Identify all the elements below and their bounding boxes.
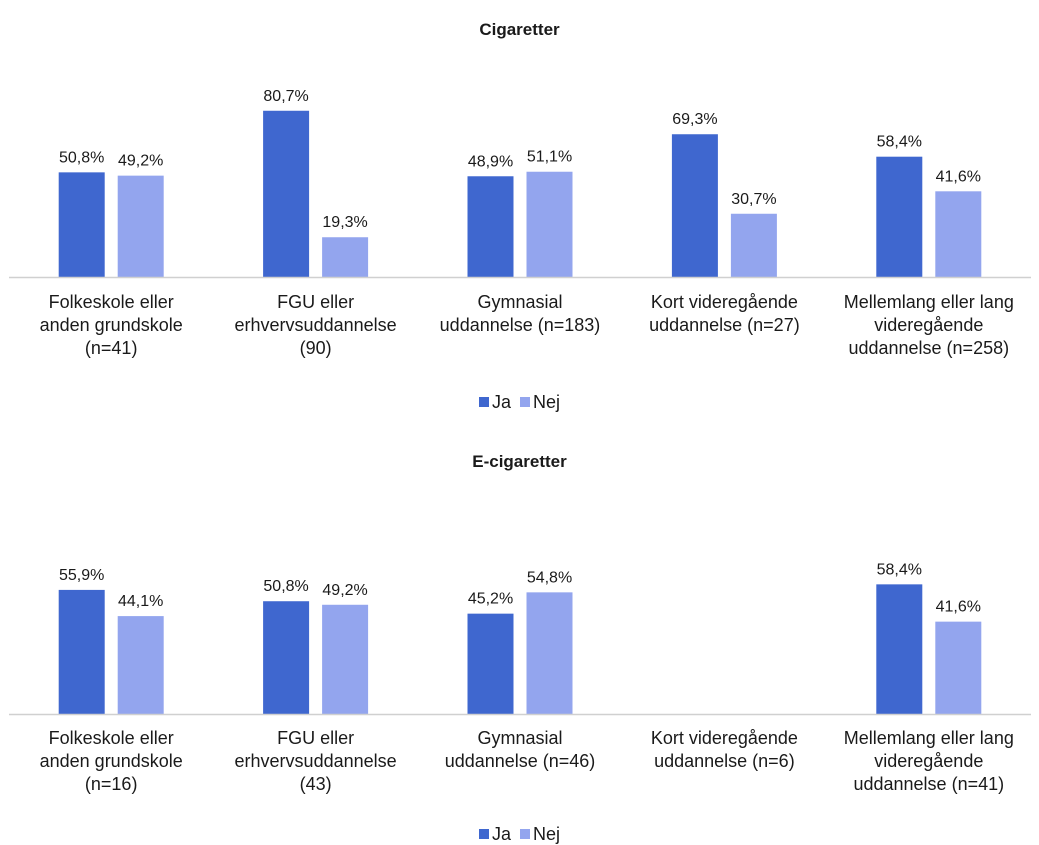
data-label: 50,8% [59,149,104,166]
category-label-line: (n=16) [84,774,138,794]
category-label: Kort videregående uddannelse (n=6) [624,727,824,773]
bar-ja [671,134,718,277]
data-label: 58,4% [877,561,922,578]
category-label: FGU eller erhvervsuddannelse (43) [216,727,416,796]
chart-title: Cigaretter [479,20,560,39]
bar-ja [467,613,514,714]
data-label: 44,1% [118,593,163,610]
bar-ja [58,589,105,714]
legend: Ja Nej [0,391,1039,413]
data-label: 41,6% [936,168,981,185]
category-label-line: Folkeskole eller [48,728,174,748]
legend-label-nej: Nej [533,823,561,844]
chart-cigaretter: Cigaretter 50,8% 49,2% 80,7% 19,3% 48,9% 51,1… [0,0,1039,420]
bar-nej [117,175,164,277]
bar-nej [526,592,573,714]
data-label: 48,9% [468,153,513,170]
legend-label-ja: Ja [491,823,511,844]
data-label: 58,4% [877,134,922,151]
bar-ja [263,601,310,714]
data-label: 41,6% [936,599,981,616]
category-label-line: Gymnasial [477,292,563,312]
data-label: 69,3% [672,111,717,128]
bar-ja [58,172,105,277]
data-label: 54,8% [527,569,572,586]
category-label-line: FGU eller [277,292,355,312]
category-label-line: (43) [299,774,332,794]
legend-item-ja: Ja [478,823,511,845]
category-label-line: videregående [874,751,984,771]
category-label-line: Kort videregående [650,728,798,748]
category-label-line: erhvervsuddannelse [234,751,397,771]
bar-ja [467,176,514,277]
bar-nej [935,621,982,714]
data-label: 50,8% [263,578,308,595]
chart-e-cigaretter: E-cigaretter 55,9% 44,1% 50,8% 49,2% 45,2% 54… [0,430,1039,845]
bar-nej [935,191,982,277]
bar-ja [876,156,923,277]
data-label: 45,2% [468,591,513,608]
legend-label-nej: Nej [533,391,561,412]
category-label: Folkeskole eller anden grundskole (n=41) [11,291,211,360]
legend: Ja Nej [0,823,1039,845]
category-label: Folkeskole eller anden grundskole (n=16) [11,727,211,796]
category-label-line: Folkeskole eller [48,292,174,312]
category-label-line: FGU eller [277,728,355,748]
bar-nej [526,171,573,277]
category-label-line: Mellemlang eller lang [843,292,1014,312]
category-label-line: videregående [874,315,984,335]
category-label-line: Mellemlang eller lang [843,728,1014,748]
data-label: 49,2% [322,582,367,599]
bar-nej [322,604,369,714]
category-label: Mellemlang eller lang videregående uddanne… [829,727,1029,796]
category-label-line: uddannelse (n=41) [853,774,1005,794]
bar-nej [322,237,369,277]
category-label-line: uddannelse (n=183) [439,315,601,335]
category-label-line: uddannelse (n=27) [649,315,800,335]
category-label: Gymnasial uddannelse (n=46) [420,727,620,773]
bar-nej [730,213,777,277]
category-label-line: Gymnasial [477,728,563,748]
legend-swatch-ja [478,829,489,839]
category-label: Mellemlang eller lang videregående uddanne… [829,291,1029,360]
legend-item-nej: Nej [520,392,560,413]
data-label: 19,3% [322,214,367,231]
category-label: Gymnasial uddannelse (n=183) [420,291,620,337]
legend-item-ja: Ja [478,391,511,413]
data-label: 30,7% [731,191,776,208]
category-label-line: anden grundskole [39,751,183,771]
data-label: 49,2% [118,153,163,170]
bar-ja [263,110,310,278]
data-label: 51,1% [527,149,572,166]
category-label-line: uddannelse (n=258) [848,338,1010,358]
category-label-line: Kort videregående [650,292,798,312]
plot-area: 50,8% 49,2% 80,7% 19,3% 48,9% 51,1% 69,3% 30,7%… [9,88,1031,279]
legend-label-ja: Ja [491,391,511,412]
category-label-line: uddannelse (n=46) [444,751,596,771]
legend-item-nej: Nej [520,824,560,845]
category-label-line: uddannelse (n=6) [654,751,795,771]
category-label-line: anden grundskole [39,315,183,335]
chart-title: E-cigaretter [472,452,567,471]
data-label: 80,7% [263,88,308,105]
legend-swatch-ja [478,397,489,407]
plot-area: 55,9% 44,1% 50,8% 49,2% 45,2% 54,8% 58,4% 41,6% [9,561,1031,716]
data-label: 55,9% [59,567,104,584]
legend-swatch-nej [520,397,530,407]
category-label: Kort videregående uddannelse (n=27) [624,291,824,337]
category-label-line: (90) [299,338,332,358]
category-label: FGU eller erhvervsuddannelse (90) [216,291,416,360]
category-label-line: erhvervsuddannelse [234,315,397,335]
category-label-line: (n=41) [84,338,138,358]
legend-swatch-nej [520,829,530,839]
bar-nej [117,616,164,714]
bar-ja [876,584,923,714]
